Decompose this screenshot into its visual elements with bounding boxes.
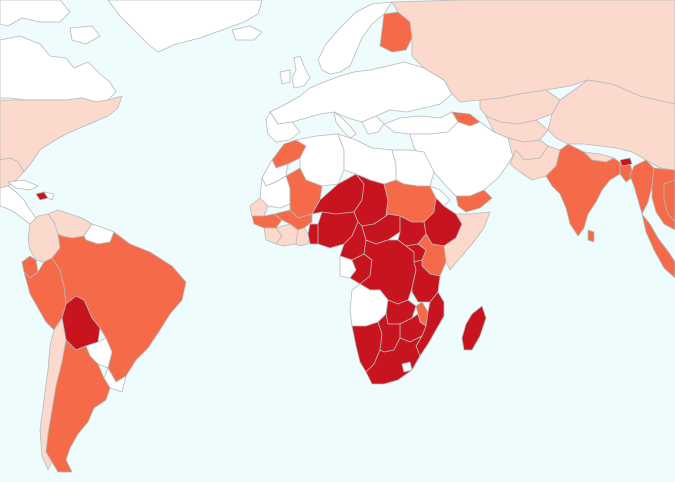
europe-mainland[interactable] [269, 61, 453, 125]
myanmar[interactable] [629, 159, 655, 215]
iberia[interactable] [265, 111, 301, 143]
cambodia-vietnam[interactable] [663, 179, 675, 223]
ireland[interactable] [279, 69, 291, 85]
sri-lanka[interactable] [587, 229, 595, 243]
india[interactable] [545, 143, 623, 237]
yemen[interactable] [455, 189, 493, 213]
italy[interactable] [333, 111, 357, 139]
burkina-faso[interactable] [273, 209, 313, 231]
china[interactable] [547, 79, 675, 171]
madagascar[interactable] [461, 305, 487, 351]
south-africa[interactable] [365, 335, 423, 385]
dr-congo[interactable] [359, 239, 417, 305]
ghana[interactable] [295, 227, 311, 247]
canada-islands[interactable] [0, 0, 71, 27]
togo-benin[interactable] [307, 223, 319, 245]
dominican-republic[interactable] [43, 191, 55, 201]
senegal[interactable] [249, 197, 269, 217]
malay-peninsula[interactable] [641, 213, 675, 279]
greenland[interactable] [107, 0, 263, 53]
kazakhstan[interactable] [479, 89, 561, 125]
norway-sweden[interactable] [317, 1, 393, 75]
canada-island-2[interactable] [69, 25, 101, 45]
greece-balkans[interactable] [361, 115, 385, 135]
guinea[interactable] [251, 213, 283, 229]
cuba[interactable] [7, 179, 39, 191]
uk[interactable] [291, 55, 311, 89]
algeria[interactable] [295, 133, 345, 187]
lesotho[interactable] [401, 361, 413, 373]
eritrea[interactable] [429, 185, 451, 207]
bhutan[interactable] [619, 157, 633, 167]
argentina[interactable] [45, 339, 111, 473]
iceland[interactable] [231, 25, 263, 41]
somalia[interactable] [443, 211, 491, 271]
